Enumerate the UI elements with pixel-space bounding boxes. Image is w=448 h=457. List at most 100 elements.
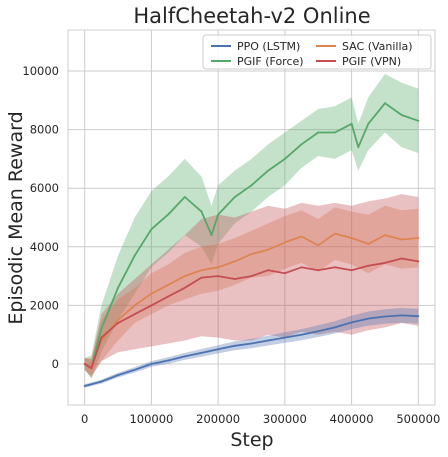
y-tick-label: 2000: [30, 298, 59, 312]
point-pgif-vpn: [300, 266, 303, 269]
point-pgif-vpn: [384, 262, 386, 264]
series-lines: [83, 102, 420, 387]
point-pgif-vpn: [83, 363, 86, 365]
x-tick-label: 400000: [330, 412, 374, 426]
band-sac-vanilla: [84, 205, 419, 376]
point-sac-vanilla: [317, 244, 320, 247]
legend-label-sac-vanilla: SAC (Vanilla): [342, 40, 413, 53]
point-pgif-vpn: [167, 295, 170, 298]
legend-box: [202, 34, 432, 70]
point-ppo-lstm: [200, 352, 203, 354]
point-pgif-vpn: [267, 269, 270, 272]
point-pgif-force: [400, 114, 403, 116]
x-tick-label: 500000: [396, 412, 440, 426]
point-pgif-vpn: [133, 313, 136, 316]
y-tick-label: 4000: [30, 240, 59, 254]
y-tick-label: 6000: [30, 181, 59, 195]
y-tick-label: 0: [52, 357, 59, 371]
point-pgif-vpn: [367, 264, 370, 267]
y-axis-label: Episodic Mean Reward: [5, 111, 27, 324]
band-pgif-vpn: [84, 194, 419, 378]
point-pgif-force: [167, 213, 170, 216]
band-pgif-force: [84, 73, 419, 379]
chart-title: HalfCheetah-v2 Online: [133, 4, 370, 28]
point-ppo-lstm: [117, 374, 119, 376]
point-pgif-vpn: [90, 367, 93, 370]
point-sac-vanilla: [167, 284, 170, 286]
point-pgif-force: [133, 254, 136, 257]
point-pgif-vpn: [183, 286, 186, 289]
point-sac-vanilla: [267, 248, 270, 251]
point-ppo-lstm: [400, 314, 403, 317]
point-pgif-force: [233, 196, 236, 198]
point-pgif-force: [357, 146, 360, 149]
point-ppo-lstm: [334, 326, 336, 329]
point-ppo-lstm: [417, 315, 420, 318]
legend: PPO (LSTM) SAC (Vanilla) PGIF (Force) PGIF …: [202, 34, 432, 70]
point-pgif-force: [417, 119, 420, 122]
point-ppo-lstm: [350, 321, 353, 324]
x-tick-label: 200000: [196, 412, 240, 426]
point-pgif-force: [384, 102, 386, 105]
point-sac-vanilla: [400, 238, 403, 241]
point-pgif-force: [367, 122, 370, 125]
y-tick-label: 8000: [30, 123, 59, 137]
x-axis-label: Step: [230, 429, 273, 451]
point-pgif-vpn: [200, 276, 203, 279]
point-pgif-vpn: [334, 266, 336, 269]
point-ppo-lstm: [217, 348, 220, 351]
point-sac-vanilla: [133, 304, 136, 307]
point-sac-vanilla: [367, 243, 370, 245]
point-pgif-vpn: [400, 257, 403, 260]
line-sac-vanilla: [83, 232, 420, 368]
x-tick-labels: 0 100000 200000 300000 400000 500000: [81, 412, 440, 426]
point-ppo-lstm: [284, 336, 286, 339]
legend-label-pgif-vpn: PGIF (VPN): [342, 55, 401, 68]
point-ppo-lstm: [367, 317, 370, 320]
point-sac-vanilla: [250, 253, 253, 256]
point-pgif-force: [150, 228, 153, 231]
point-pgif-force: [334, 131, 336, 134]
point-ppo-lstm: [133, 368, 136, 371]
point-sac-vanilla: [334, 232, 336, 235]
point-ppo-lstm: [183, 355, 186, 358]
x-tick-label: 100000: [129, 412, 173, 426]
point-sac-vanilla: [384, 234, 386, 237]
point-pgif-force: [117, 286, 119, 289]
point-pgif-vpn: [250, 275, 253, 277]
point-pgif-force: [300, 143, 303, 146]
point-pgif-vpn: [417, 260, 420, 263]
point-pgif-vpn: [217, 275, 220, 277]
point-sac-vanilla: [350, 237, 353, 239]
legend-label-pgif-force: PGIF (Force): [237, 55, 304, 68]
point-sac-vanilla: [117, 319, 119, 321]
point-sac-vanilla: [150, 292, 153, 295]
point-pgif-force: [317, 131, 320, 134]
grid-lines: [68, 30, 435, 405]
point-pgif-force: [350, 122, 353, 125]
point-pgif-force: [183, 196, 186, 198]
point-ppo-lstm: [233, 344, 236, 347]
point-ppo-lstm: [100, 380, 103, 383]
point-sac-vanilla: [233, 260, 236, 263]
point-sac-vanilla: [284, 241, 286, 244]
x-tick-label: 300000: [263, 412, 307, 426]
point-sac-vanilla: [200, 269, 203, 272]
line-pgif-force: [83, 102, 420, 368]
point-pgif-force: [267, 169, 270, 172]
point-ppo-lstm: [83, 385, 86, 387]
point-sac-vanilla: [183, 275, 186, 277]
point-sac-vanilla: [217, 266, 220, 269]
point-pgif-vpn: [233, 278, 236, 280]
point-ppo-lstm: [384, 315, 386, 318]
point-sac-vanilla: [300, 235, 303, 238]
legend-label-ppo-lstm: PPO (LSTM): [237, 40, 300, 53]
point-pgif-force: [217, 213, 220, 216]
point-pgif-vpn: [350, 269, 353, 272]
y-tick-label: 10000: [22, 64, 59, 78]
point-sac-vanilla: [417, 237, 420, 239]
plot-area: [67, 29, 436, 406]
point-pgif-force: [284, 158, 286, 160]
point-pgif-vpn: [117, 322, 119, 324]
